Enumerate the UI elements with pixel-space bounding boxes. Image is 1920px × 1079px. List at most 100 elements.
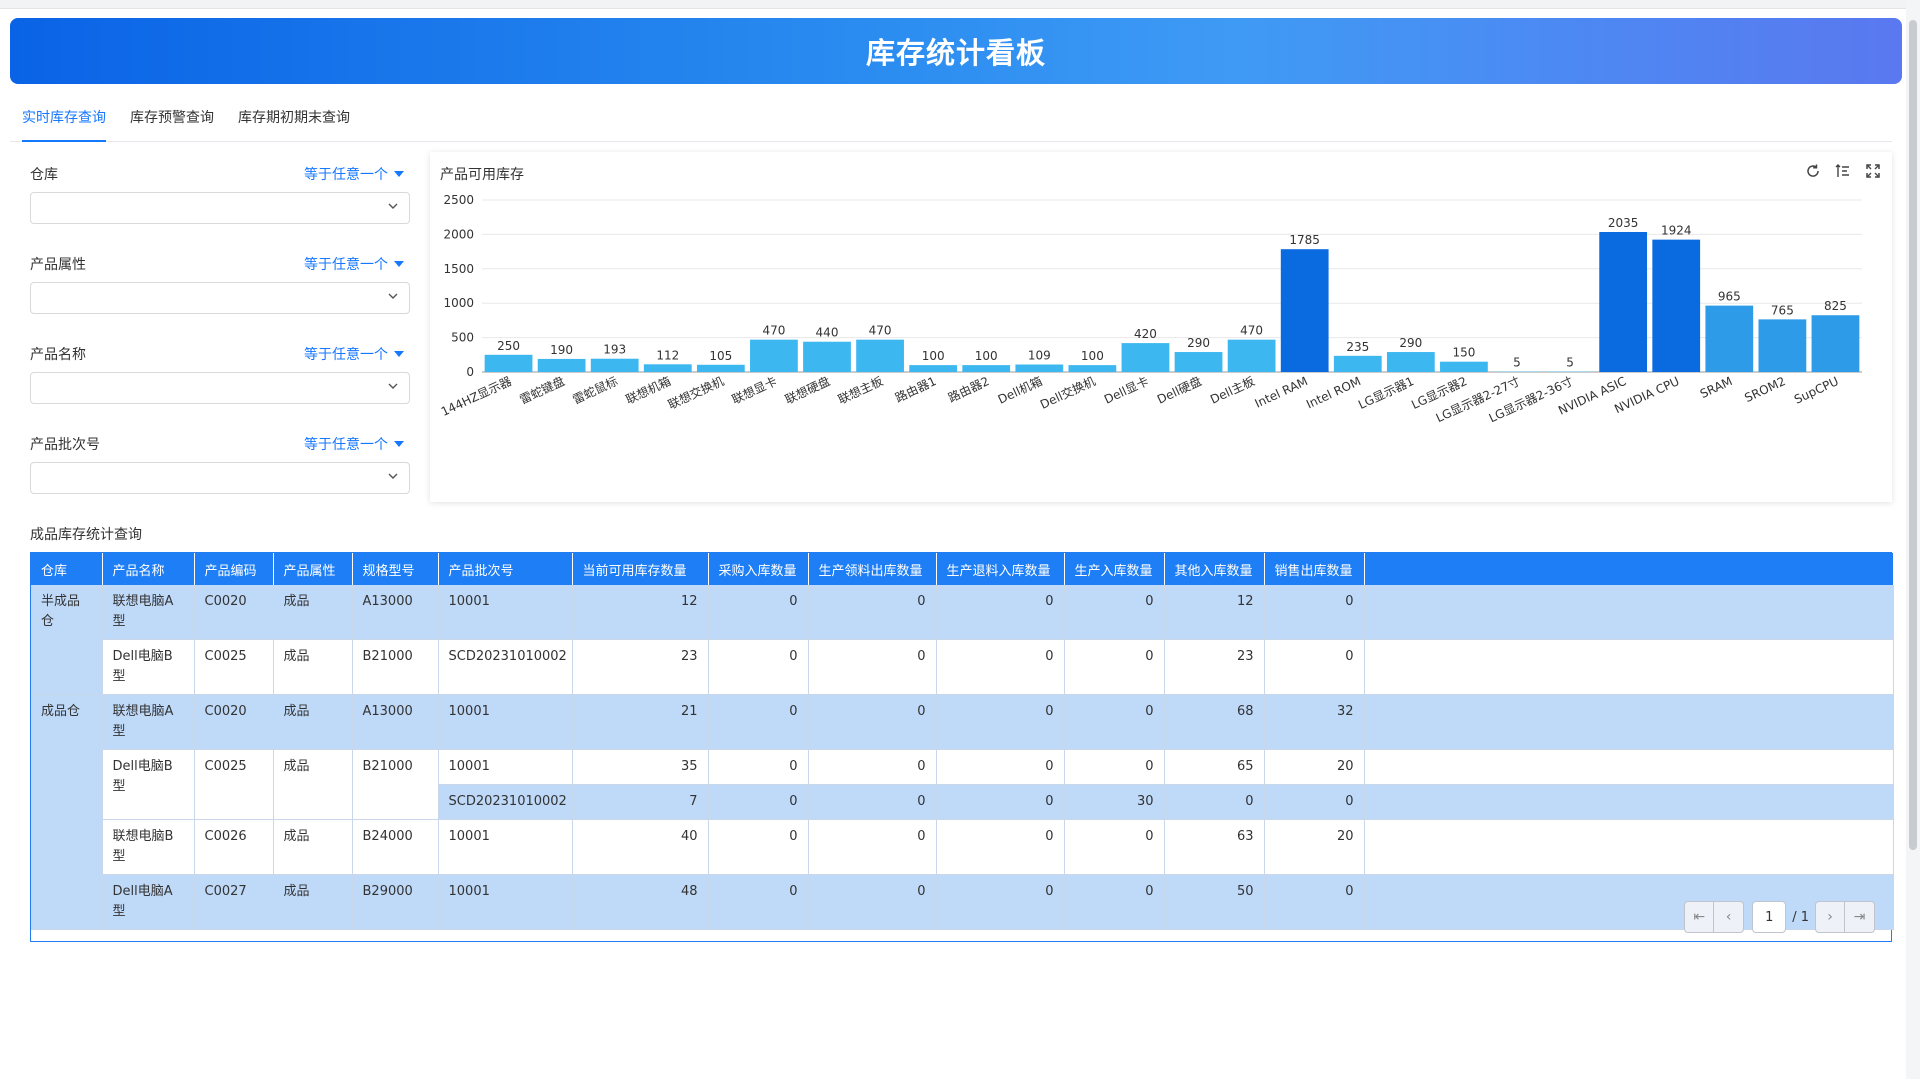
page-number-input[interactable]: 1 bbox=[1752, 901, 1787, 933]
fullscreen-icon[interactable] bbox=[1864, 162, 1882, 180]
product-attr-select[interactable] bbox=[30, 282, 410, 314]
cell-prod: 0 bbox=[1064, 694, 1165, 750]
cell-attr: 成品 bbox=[273, 639, 353, 695]
cell-other: 63 bbox=[1164, 819, 1265, 875]
filter-label: 仓库 bbox=[30, 167, 58, 183]
cell-spec: B21000 bbox=[352, 639, 439, 695]
first-page-button[interactable]: ⇤ bbox=[1684, 901, 1715, 933]
cell-issue: 0 bbox=[808, 874, 937, 930]
pagination: ⇤ ‹ 1 / 1 › ⇥ bbox=[1684, 901, 1875, 933]
bar-value-label: 105 bbox=[709, 349, 732, 363]
filter-operator-label: 等于任意一个 bbox=[304, 167, 388, 183]
bar bbox=[856, 339, 904, 372]
filter-operator-dropdown[interactable]: 等于任意一个 bbox=[304, 434, 404, 454]
scrollbar-thumb[interactable] bbox=[1909, 20, 1917, 850]
filter-operator-dropdown[interactable]: 等于任意一个 bbox=[304, 254, 404, 274]
x-tick-label: 联想显卡 bbox=[729, 373, 779, 407]
filter-warehouse: 仓库 等于任意一个 bbox=[30, 158, 410, 248]
bar-value-label: 290 bbox=[1399, 336, 1422, 350]
x-tick-label: Intel RAM bbox=[1253, 374, 1310, 411]
bar bbox=[1121, 343, 1170, 372]
cell-avail: 21 bbox=[572, 694, 709, 750]
cell-code: C0027 bbox=[194, 874, 274, 930]
cell-sale: 32 bbox=[1264, 694, 1365, 750]
chevron-down-icon bbox=[388, 293, 398, 299]
column-header: 规格型号 bbox=[352, 553, 439, 585]
tab-period-inventory[interactable]: 库存期初期末查询 bbox=[238, 110, 350, 126]
bar-value-label: 235 bbox=[1346, 340, 1369, 354]
filter-panel: 仓库 等于任意一个 产品属性 等于任意一个 产品名称 等于任意一个 产品批次号 … bbox=[30, 158, 410, 518]
inventory-bar-chart: 0 500 1000 1500 2000 2500 250 144HZ显示器 190 雷蛇键盘 19… bbox=[439, 193, 1862, 425]
x-tick-label: Dell硬盘 bbox=[1155, 373, 1204, 407]
column-header: 产品编码 bbox=[194, 553, 274, 585]
bar bbox=[1599, 231, 1648, 372]
column-header: 其他入库数量 bbox=[1164, 553, 1265, 585]
cell-code: C0025 bbox=[194, 639, 274, 695]
bar-value-label: 100 bbox=[975, 349, 998, 363]
cell-issue: 0 bbox=[808, 585, 937, 640]
cell-purchase: 0 bbox=[708, 819, 809, 875]
bar-value-label: 100 bbox=[1081, 349, 1104, 363]
cell-code: C0020 bbox=[194, 694, 274, 750]
cell-attr: 成品 bbox=[273, 585, 353, 640]
cell-ret: 0 bbox=[936, 639, 1065, 695]
last-page-button[interactable]: ⇥ bbox=[1845, 901, 1875, 933]
table-row[interactable]: SCD20231010002 7 0 0 0 30 0 0 bbox=[31, 784, 1894, 820]
cell-other: 68 bbox=[1164, 694, 1265, 750]
warehouse-select[interactable] bbox=[30, 192, 410, 224]
filter-operator-dropdown[interactable]: 等于任意一个 bbox=[304, 344, 404, 364]
inventory-table: 仓库 产品名称 产品编码 产品属性 规格型号 产品批次号 当前可用库存数量 采购入库数量 生产领… bbox=[31, 553, 1894, 930]
refresh-icon[interactable] bbox=[1804, 162, 1822, 180]
filter-operator-dropdown[interactable]: 等于任意一个 bbox=[304, 164, 404, 184]
x-tick-label: SupCPU bbox=[1792, 374, 1841, 407]
caret-down-icon bbox=[394, 261, 404, 267]
bar-value-label: 290 bbox=[1187, 336, 1210, 350]
bar-value-label: 5 bbox=[1513, 356, 1521, 370]
x-tick-label: 路由器1 bbox=[893, 373, 939, 405]
cell-ret: 0 bbox=[936, 749, 1065, 785]
column-header: 产品名称 bbox=[102, 553, 195, 585]
cell-ret: 0 bbox=[936, 874, 1065, 930]
y-tick-label: 1500 bbox=[443, 262, 474, 276]
chart-title: 产品可用库存 bbox=[440, 167, 524, 183]
prev-page-button[interactable]: ‹ bbox=[1714, 901, 1745, 933]
table-row[interactable]: 半成品仓 联想电脑A型 C0020 成品 A13000 10001 12 0 0 0 0 12 0 bbox=[31, 585, 1894, 695]
tab-realtime-inventory[interactable]: 实时库存查询 bbox=[22, 100, 106, 142]
bar bbox=[1015, 364, 1064, 372]
bar bbox=[1652, 239, 1701, 372]
cell-purchase: 0 bbox=[708, 639, 809, 695]
cell-name: Dell电脑A型 bbox=[102, 874, 195, 930]
x-tick-label: 路由器2 bbox=[946, 373, 992, 405]
bar bbox=[1440, 361, 1488, 372]
cell-batch: 10001 bbox=[438, 874, 573, 930]
bar-value-label: 1924 bbox=[1661, 224, 1692, 238]
cell-issue: 0 bbox=[808, 639, 937, 695]
filter-label: 产品属性 bbox=[30, 257, 86, 273]
bar-value-label: 250 bbox=[497, 339, 520, 353]
cell-avail: 23 bbox=[572, 639, 709, 695]
table-row[interactable]: 成品仓 联想电脑A型 C0020 成品 A13000 10001 21 0 0 0 0 68 32 bbox=[31, 694, 1894, 930]
page-scrollbar[interactable] bbox=[1906, 0, 1920, 1079]
product-name-select[interactable] bbox=[30, 372, 410, 404]
bar-value-label: 440 bbox=[816, 326, 839, 340]
table-row[interactable]: Dell电脑A型 C0027 成品 B29000 10001 48 0 0 0 0 50 0 bbox=[31, 874, 1894, 930]
inventory-table-container: 仓库 产品名称 产品编码 产品属性 规格型号 产品批次号 当前可用库存数量 采购入库数量 生产领… bbox=[30, 552, 1894, 942]
table-row[interactable]: 联想电脑B型 C0026 成品 B24000 10001 40 0 0 0 0 63 20 bbox=[31, 819, 1894, 875]
table-row[interactable]: Dell电脑B型 C0025 成品 B21000 10001 35 0 0 0 0 65 20 bbox=[31, 749, 1894, 820]
bar bbox=[1758, 319, 1807, 372]
next-page-button[interactable]: › bbox=[1815, 901, 1845, 933]
sort-icon[interactable] bbox=[1834, 162, 1852, 180]
cell-ret: 0 bbox=[936, 694, 1065, 750]
y-tick-label: 500 bbox=[451, 331, 474, 345]
table-row[interactable]: Dell电脑B型 C0025 成品 B21000 SCD20231010002 23 0 0 0… bbox=[31, 639, 1894, 695]
column-header: 采购入库数量 bbox=[708, 553, 809, 585]
bar bbox=[803, 341, 851, 372]
cell-code: C0020 bbox=[194, 585, 274, 640]
batch-no-select[interactable] bbox=[30, 462, 410, 494]
bar-value-label: 5 bbox=[1566, 356, 1574, 370]
filter-label: 产品名称 bbox=[30, 347, 86, 363]
page-total: / 1 bbox=[1792, 909, 1809, 925]
x-tick-label: Dell显卡 bbox=[1102, 374, 1151, 407]
tab-inventory-warning[interactable]: 库存预警查询 bbox=[130, 110, 214, 126]
bar bbox=[590, 358, 639, 372]
